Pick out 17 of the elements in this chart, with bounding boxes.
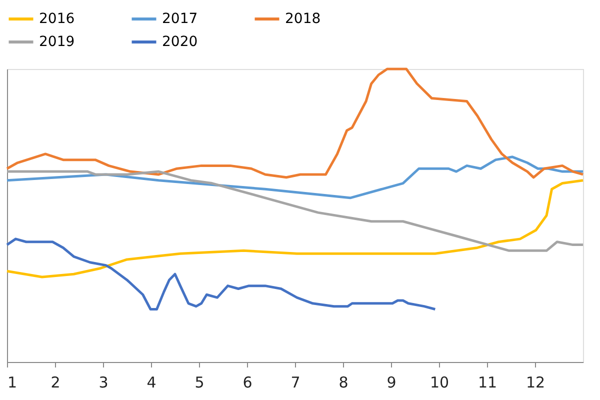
x-tick-label: 11 (478, 374, 498, 392)
x-tick-label: 10 (430, 374, 450, 392)
x-tick-label: 5 (194, 374, 204, 392)
x-tick-label: 1 (8, 374, 18, 392)
x-tick-label: 8 (338, 374, 348, 392)
x-tick-label: 6 (242, 374, 252, 392)
legend-label: 2017 (162, 11, 198, 27)
x-tick-label: 4 (146, 374, 156, 392)
legend-label: 2018 (285, 11, 321, 27)
x-tick-label: 2 (50, 374, 60, 392)
x-tick-label: 7 (290, 374, 300, 392)
legend-label: 2016 (39, 11, 75, 27)
x-tick-label: 12 (526, 374, 546, 392)
x-tick-label: 3 (98, 374, 108, 392)
x-tick-label: 9 (386, 374, 396, 392)
legend-label: 2020 (162, 34, 198, 50)
legend-label: 2019 (39, 34, 75, 50)
